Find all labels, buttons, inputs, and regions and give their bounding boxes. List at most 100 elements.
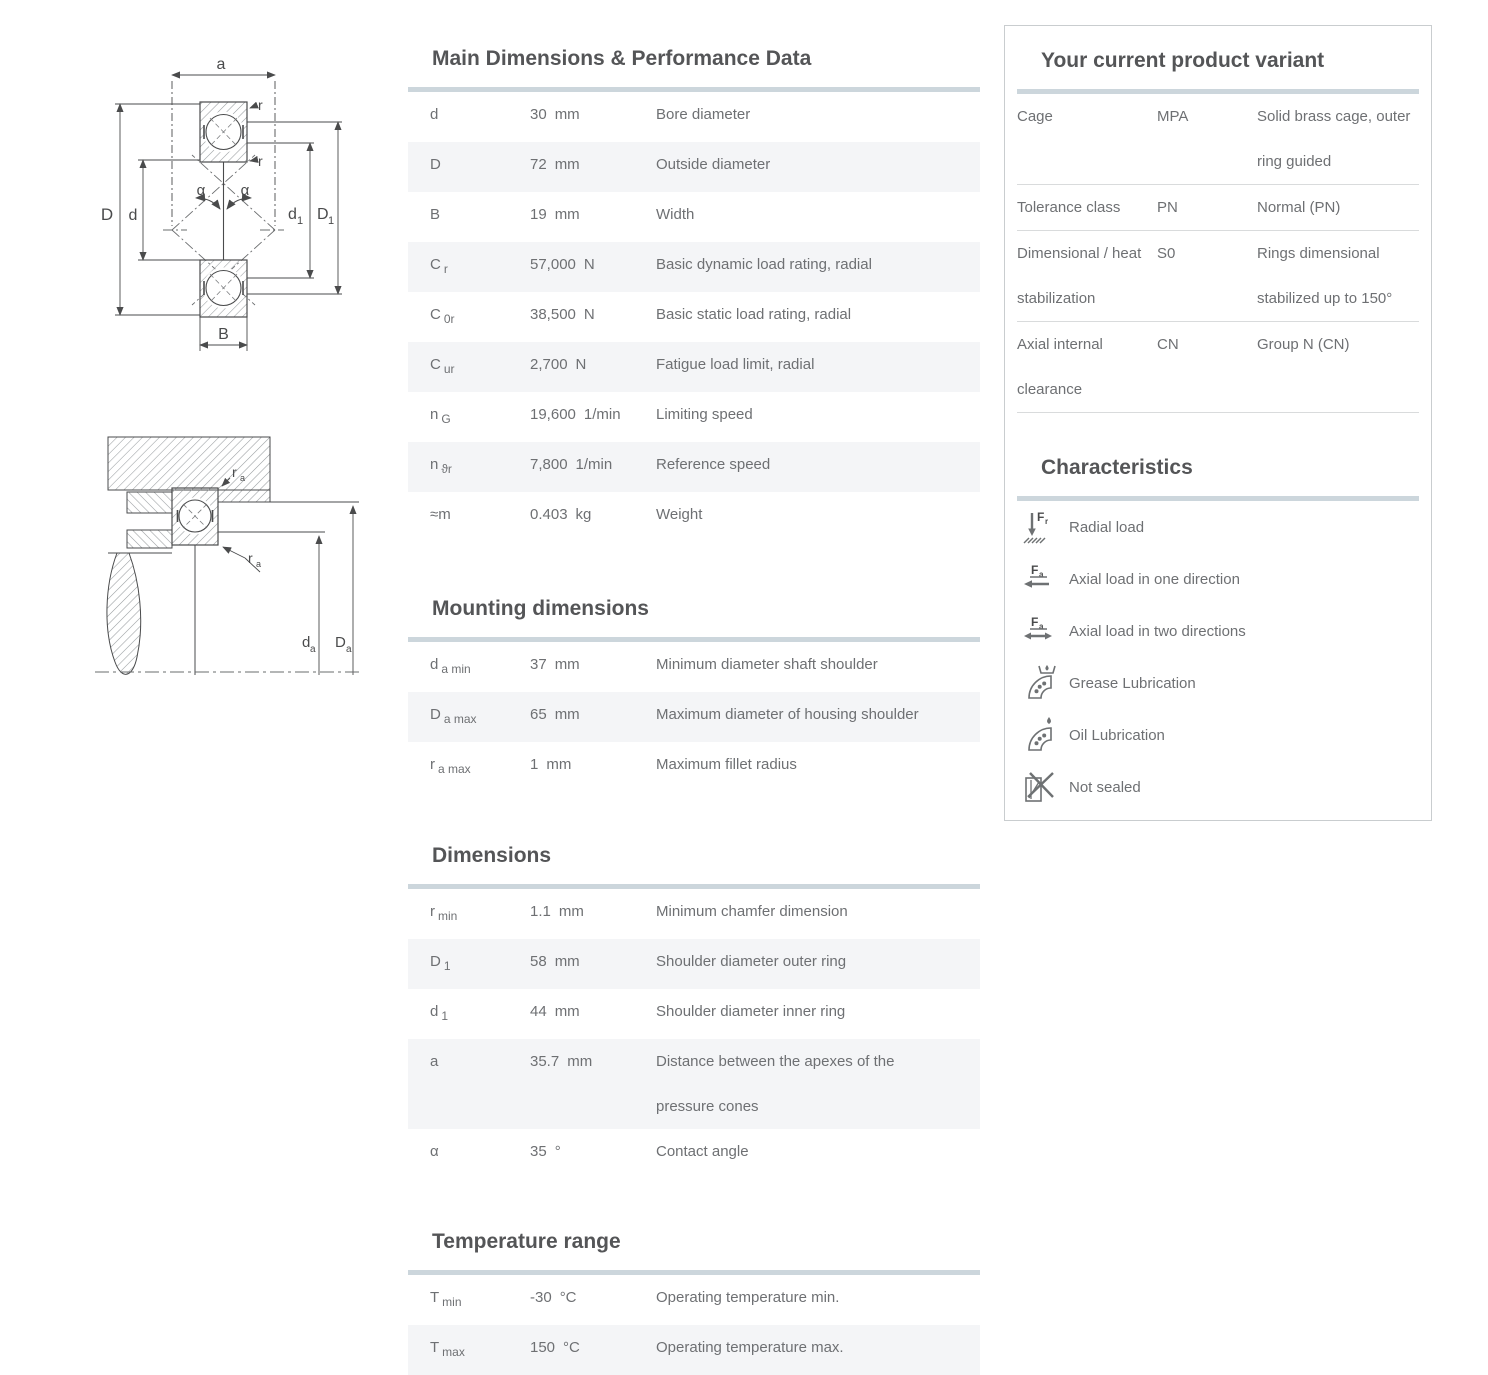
dim-label-ra-bottom-sub: a	[256, 559, 261, 569]
dim-label-d1-sub: 1	[297, 215, 303, 227]
alpha-arc-right	[226, 193, 252, 210]
dim-label-ra-top-sub: a	[240, 473, 245, 483]
symbol-sub: G	[441, 412, 451, 426]
datasheet-column: Main Dimensions & Performance Data d 30 mm…	[408, 0, 980, 1375]
dim-a	[171, 71, 276, 226]
symbol: d	[430, 92, 530, 142]
characteristic-item: F a Axial load in two directions	[1005, 605, 1431, 657]
value-unit: °C	[559, 1289, 577, 1306]
table-row: r min 1.1 mm Minimum chamfer dimension	[408, 889, 980, 939]
dim-label-ra-top: r	[232, 464, 237, 480]
value-unit: 1/min	[575, 456, 613, 473]
value-unit: mm	[554, 206, 580, 223]
section-title-mounting: Mounting dimensions	[432, 597, 649, 620]
description: Shoulder diameter inner ring	[656, 1003, 846, 1020]
dim-label-alpha-left: α	[197, 182, 206, 199]
dim-label-D1: D	[317, 206, 329, 223]
dim-label-da-sub: a	[310, 644, 316, 655]
housing-section	[107, 436, 271, 549]
symbol-base: a	[430, 1053, 439, 1070]
value-number: 30	[530, 106, 547, 123]
value: 44 mm	[530, 989, 656, 1039]
characteristic-item: Not sealed	[1005, 761, 1431, 813]
value-unit: mm	[554, 106, 580, 123]
variant-row: Dimensional / heat stabilization S0 Rings …	[1017, 231, 1419, 322]
description: Operating temperature min.	[656, 1289, 840, 1306]
value-unit: °C	[563, 1339, 580, 1356]
characteristic-item: F a Axial load in one direction	[1005, 553, 1431, 605]
value: 57,000 N	[530, 242, 656, 292]
section-title-temperature: Temperature range	[432, 1230, 621, 1253]
table-row: B 19 mm Width	[408, 192, 980, 242]
variant-row: Cage MPA Solid brass cage, outer ring guid…	[1017, 94, 1419, 185]
description: Limiting speed	[656, 406, 753, 423]
description: Width	[656, 206, 695, 223]
value: 35.7 mm	[530, 1039, 656, 1129]
not-sealed-icon	[1025, 772, 1054, 802]
symbol-base: ≈m	[430, 506, 451, 523]
table-row: C 0r 38,500 N Basic static load rating, radi…	[408, 292, 980, 342]
table-row: ≈m 0.403 kg Weight	[408, 492, 980, 542]
description: Minimum diameter shaft shoulder	[656, 656, 878, 673]
value: 2,700 N	[530, 342, 656, 392]
value-unit: mm	[558, 903, 584, 920]
section-divider	[408, 87, 980, 92]
section-divider	[408, 884, 980, 889]
section-divider	[408, 1270, 980, 1275]
variant-label: Tolerance class	[1017, 199, 1121, 216]
value: 1.1 mm	[530, 889, 656, 939]
value: 150 °C	[530, 1325, 656, 1375]
value-number: 1	[530, 756, 539, 773]
variant-code: MPA	[1157, 108, 1189, 125]
dim-label-Da-sub: a	[346, 644, 352, 655]
value-number: 1.1	[530, 903, 551, 920]
dim-label-B: B	[218, 326, 229, 343]
symbol-base: D	[430, 706, 441, 723]
value-unit: °	[554, 1143, 561, 1160]
variant-row: Tolerance class PN Normal (PN)	[1017, 185, 1419, 231]
characteristics-title: Characteristics	[1041, 456, 1193, 479]
symbol: r min	[430, 889, 530, 939]
symbol: n ϑr	[430, 442, 530, 492]
symbol-sub: min	[438, 909, 458, 923]
symbol: α	[430, 1129, 530, 1179]
value-unit: kg	[575, 506, 592, 523]
value-number: 37	[530, 656, 547, 673]
bearing-section-top	[199, 101, 248, 163]
panel-title: Your current product variant	[1041, 49, 1325, 72]
section-divider	[408, 637, 980, 642]
symbol-sub: r	[443, 262, 448, 276]
description: Operating temperature max.	[656, 1339, 844, 1356]
variant-description: Solid brass cage, outer ring guided	[1257, 108, 1411, 170]
dim-label-r-mid: r	[258, 153, 263, 169]
description: Bore diameter	[656, 106, 751, 123]
symbol: ≈m	[430, 492, 530, 542]
value-number: 19	[530, 206, 547, 223]
variant-row: Axial internal clearance CN Group N (CN)	[1017, 322, 1419, 413]
value-number: 58	[530, 953, 547, 970]
symbol: a	[430, 1039, 530, 1129]
ra-leader-top	[221, 477, 231, 487]
force-symbol: F	[1037, 510, 1044, 524]
ra-leader-bottom	[222, 546, 246, 559]
table-row: d 1 44 mm Shoulder diameter inner ring	[408, 989, 980, 1039]
dim-d	[138, 159, 200, 261]
table-row: n ϑr 7,800 1/min Reference speed	[408, 442, 980, 492]
value-number: 57,000	[530, 256, 576, 273]
variant-description: Rings dimensional stabilized up to 150°	[1257, 245, 1393, 307]
description: Weight	[656, 506, 703, 523]
dim-label-a: a	[217, 56, 226, 73]
dim-d1	[247, 142, 314, 279]
value-number: 44	[530, 1003, 547, 1020]
symbol-sub: ur	[443, 362, 455, 376]
value: 65 mm	[530, 692, 656, 742]
section-title-main: Main Dimensions & Performance Data	[432, 47, 812, 70]
dim-label-D: D	[101, 205, 113, 224]
variant-code: PN	[1157, 199, 1178, 216]
variant-description: Normal (PN)	[1257, 199, 1341, 216]
